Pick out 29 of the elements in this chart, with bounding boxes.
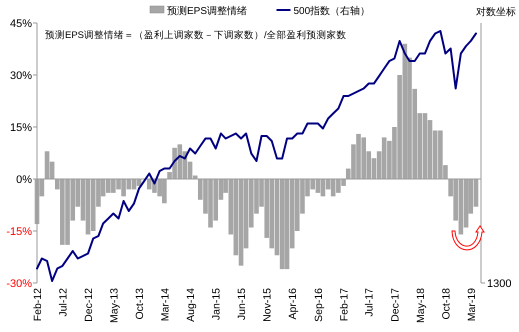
y-tick-label: 45% [10,18,32,30]
y-tick-label: -30% [6,278,32,290]
x-tick-label: Feb-12 [32,288,44,322]
x-tick-label: May-18 [414,288,427,324]
text: 1300 [487,278,512,290]
x-tick-label: Jan-15 [210,288,223,320]
x-tick-label: Nov-15 [262,288,274,322]
x-tick-label: Sep-16 [312,288,325,322]
y-tick-label: -15% [6,226,32,238]
x-tick-label: Oct-13 [134,288,146,320]
x-tick-label: Feb-17 [338,288,351,322]
x-tick-label: Jul-17 [364,288,376,317]
x-tick-label: Mar-14 [159,288,172,322]
y-tick-label: 15% [10,122,32,134]
x-tick-label: Jul-12 [57,288,70,317]
y-tick-label: 0% [16,174,32,186]
text: 对数坐标 [476,6,516,18]
x-tick-label: Apr-16 [287,288,300,320]
y-tick-label: 30% [10,70,32,82]
x-tick-label: Oct-18 [440,288,452,320]
annotation: 预测EPS调整情绪＝（盈利上调家数－下调家数）/全部盈利预测家数 [45,29,347,41]
legend-label: 预测EPS调整情绪 [167,5,248,17]
legend-label: 500指数（右轴） [294,5,370,17]
x-tick-label: Mar-19 [466,288,478,322]
x-tick-label: Jun-15 [236,288,248,320]
x-tick-label: Aug-14 [185,288,198,322]
x-tick-label: Dec-12 [83,288,96,322]
x-tick-label: May-13 [108,288,120,324]
x-tick-label: Dec-17 [389,288,402,322]
